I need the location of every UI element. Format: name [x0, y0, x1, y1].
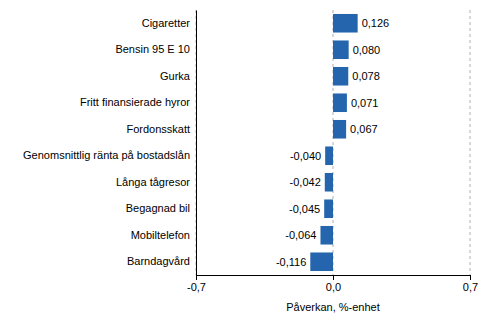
- bar: [325, 146, 333, 165]
- bar: [310, 252, 333, 271]
- bar: [333, 14, 358, 33]
- bar: [324, 199, 333, 218]
- category-label: Fordonsskatt: [126, 123, 190, 135]
- y-axis: Cigaretter Bensin 95 E 10 Gurka Fritt finan…: [23, 11, 196, 276]
- data-label: -0,045: [289, 203, 320, 215]
- bar: [333, 67, 348, 86]
- x-axis-title: Påverkan, %-enhet: [286, 301, 380, 313]
- data-label: -0,064: [285, 229, 316, 241]
- bars: [310, 14, 357, 271]
- data-label: 0,078: [352, 70, 380, 82]
- x-axis: -0,7 0,0 0,7: [187, 275, 478, 293]
- y-tick: Fordonsskatt: [126, 123, 196, 135]
- data-label: -0,042: [290, 176, 321, 188]
- y-tick: Gurka: [160, 70, 196, 82]
- x-tick-mark: [333, 275, 334, 280]
- category-label: Bensin 95 E 10: [115, 43, 190, 55]
- bar: [325, 173, 333, 192]
- x-axis-line: [197, 276, 471, 281]
- x-tick-label: 0,0: [326, 281, 341, 293]
- category-label: Genomsnittlig ränta på bostadslån: [23, 149, 190, 161]
- chart: 0,126 0,080 0,078 0,071 0,067 -0,040 -0,042 -0,…: [0, 0, 491, 329]
- data-label: -0,116: [276, 256, 306, 268]
- category-label: Fritt finansierade hyror: [80, 96, 190, 108]
- x-tick-label: 0,7: [463, 281, 478, 293]
- y-tick: Mobiltelefon: [131, 229, 196, 241]
- plot: 0,126 0,080 0,078 0,071 0,067 -0,040 -0,042 -0,…: [23, 10, 478, 293]
- x-tick-mark: [196, 275, 197, 280]
- category-label: Mobiltelefon: [131, 229, 190, 241]
- data-label: 0,126: [362, 17, 390, 29]
- x-tick: 0,7: [463, 275, 478, 293]
- y-tick: Cigaretter: [142, 17, 196, 29]
- bar: [333, 93, 347, 112]
- grid: [196, 10, 470, 275]
- bar: [320, 226, 333, 245]
- category-label: Barndagvård: [127, 255, 190, 267]
- y-tick: Genomsnittlig ränta på bostadslån: [23, 149, 196, 161]
- data-label: 0,071: [351, 97, 379, 109]
- y-tick: Barndagvård: [127, 255, 196, 267]
- y-tick: Långa tågresor: [116, 176, 196, 188]
- y-tick: Fritt finansierade hyror: [80, 96, 196, 108]
- data-label: -0,040: [290, 150, 321, 162]
- grid-line: [470, 10, 471, 275]
- x-tick-mark: [470, 275, 471, 280]
- category-label: Långa tågresor: [116, 176, 190, 188]
- y-axis-line: [196, 11, 197, 276]
- data-label: 0,067: [350, 123, 378, 135]
- grid-line: [196, 10, 197, 275]
- category-label: Gurka: [160, 70, 191, 82]
- x-tick: 0,0: [326, 275, 341, 293]
- bar: [333, 120, 346, 139]
- category-label: Begagnad bil: [126, 202, 190, 214]
- category-label: Cigaretter: [142, 17, 191, 29]
- bar: [333, 40, 349, 59]
- data-label: 0,080: [353, 44, 381, 56]
- y-tick: Bensin 95 E 10: [115, 43, 196, 55]
- y-tick: Begagnad bil: [126, 202, 196, 214]
- x-tick-label: -0,7: [187, 281, 206, 293]
- data-labels: 0,126 0,080 0,078 0,071 0,067 -0,040 -0,042 -0,…: [276, 17, 389, 268]
- x-tick: -0,7: [187, 275, 206, 293]
